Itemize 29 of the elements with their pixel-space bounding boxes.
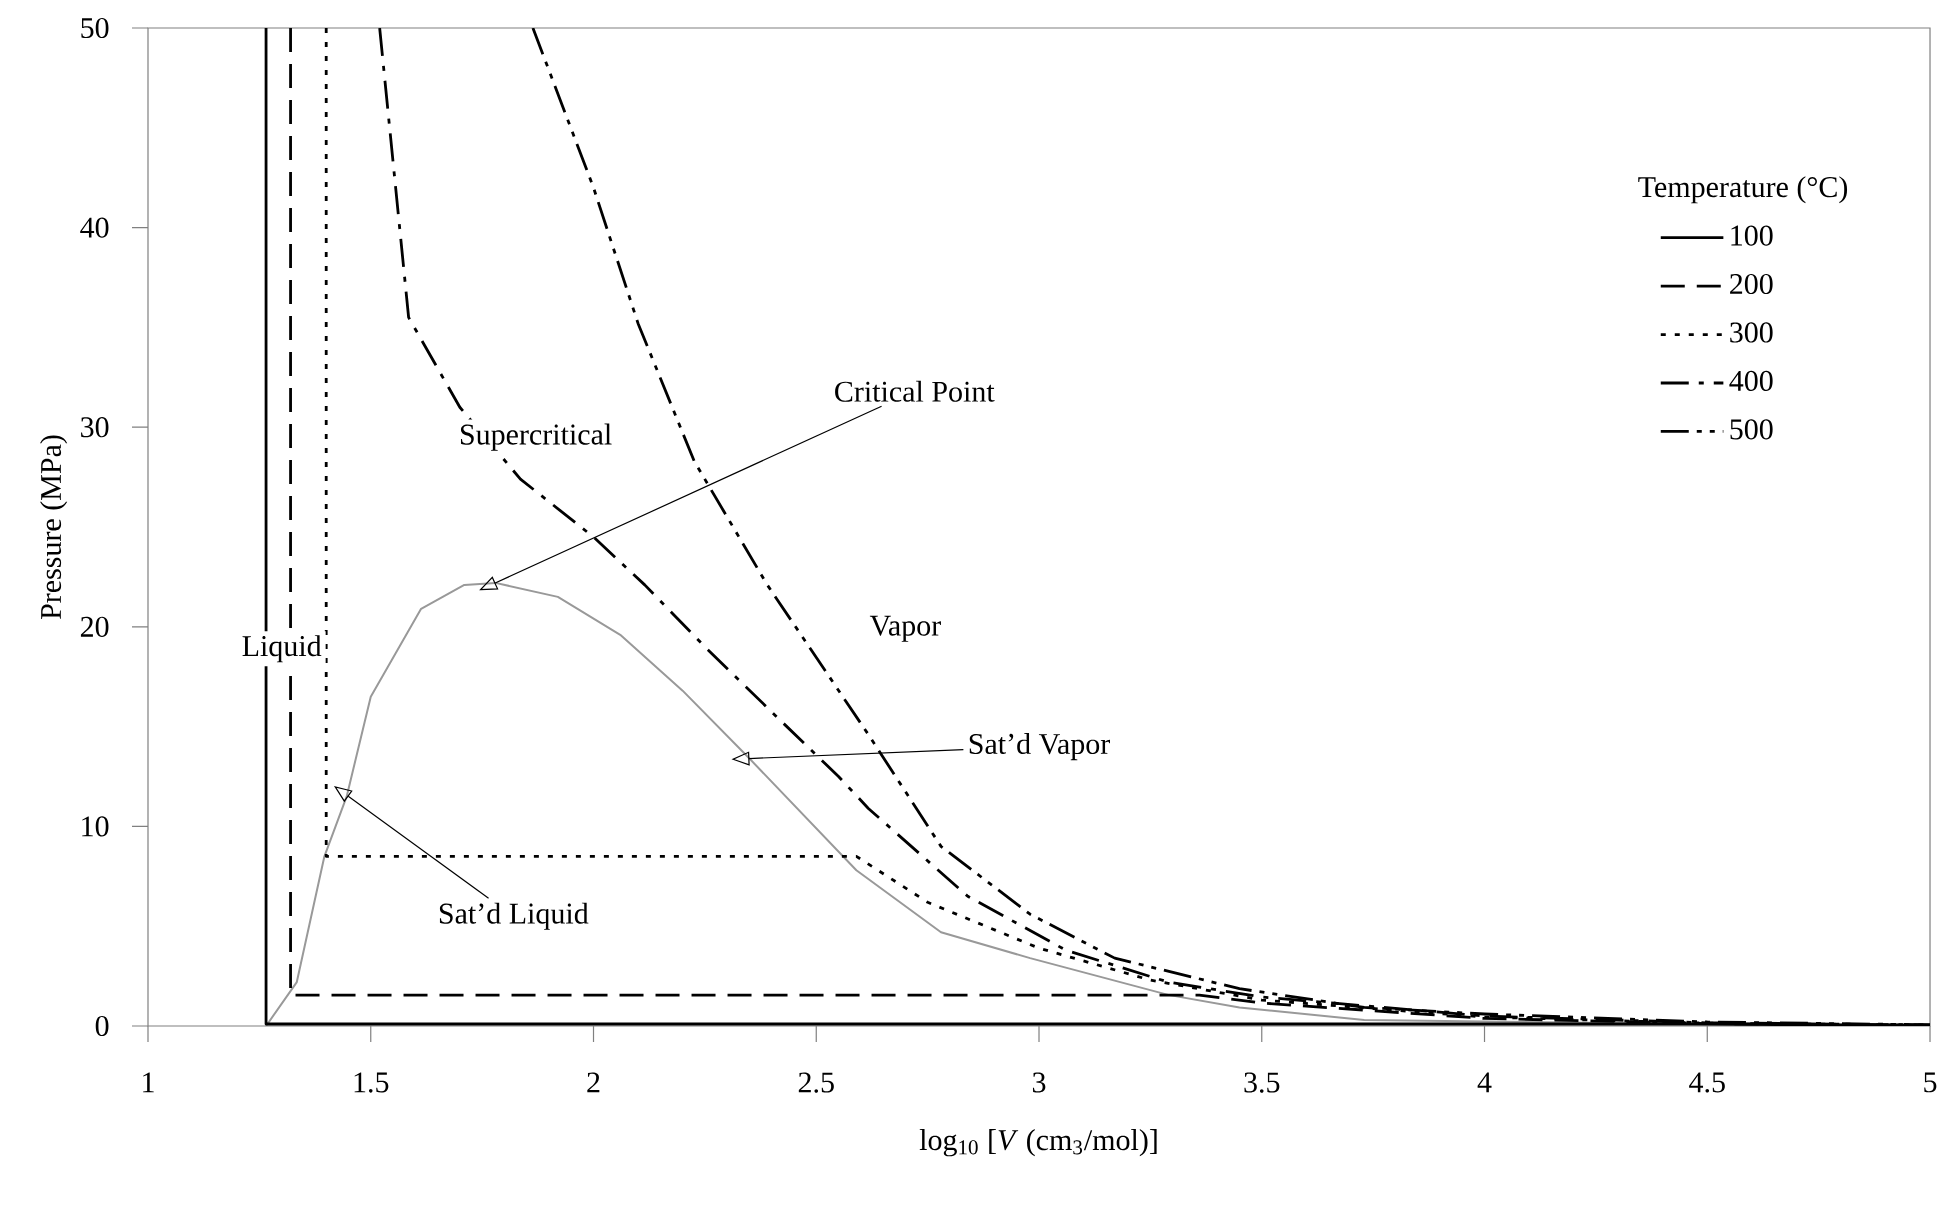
annotation: Vapor bbox=[869, 615, 941, 642]
annotation: Liquid bbox=[242, 635, 322, 663]
y-tick-label: 10 bbox=[82, 816, 109, 837]
x-tick-label: 3 bbox=[1032, 1072, 1046, 1093]
y-tick-label: 20 bbox=[80, 616, 109, 637]
y-tick-label: 30 bbox=[81, 417, 109, 438]
annotation: Supercritical bbox=[460, 423, 612, 451]
legend-label: 500 bbox=[1730, 419, 1773, 440]
y-axis-title: Pressure (MPa) bbox=[40, 435, 68, 620]
x-tick-label: 4 bbox=[1477, 1072, 1492, 1093]
x-tick-label: 4.5 bbox=[1689, 1072, 1725, 1093]
x-tick-label: 1 bbox=[143, 1072, 154, 1093]
legend-title: Temperature (°C) bbox=[1638, 176, 1848, 204]
annotation: Sat’d Liquid bbox=[439, 902, 589, 930]
legend-label: 100 bbox=[1731, 225, 1773, 246]
y-tick-label: 0 bbox=[95, 1015, 109, 1037]
x-tick-label: 2 bbox=[587, 1072, 600, 1093]
y-tick-label: 40 bbox=[80, 217, 109, 238]
annotation: Sat’d Vapor bbox=[969, 732, 1111, 761]
x-tick-label: 5 bbox=[1924, 1072, 1937, 1093]
legend-label: 300 bbox=[1730, 322, 1773, 343]
x-axis-title: log$_{10}$ [V (cm$_{3}$/mol)] bbox=[919, 1129, 1157, 1157]
x-tick-label: 3.5 bbox=[1244, 1072, 1280, 1093]
x-tick-label: 1.5 bbox=[354, 1072, 389, 1093]
annotation: Critical Point bbox=[835, 380, 995, 402]
legend-label: 400 bbox=[1729, 370, 1773, 392]
legend-label: 200 bbox=[1730, 273, 1773, 295]
x-tick-label: 2.5 bbox=[798, 1072, 834, 1093]
y-tick-label: 50 bbox=[81, 17, 109, 39]
